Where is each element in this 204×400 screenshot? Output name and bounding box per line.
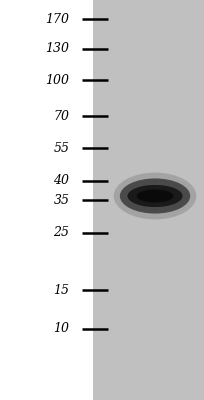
- Text: 35: 35: [53, 194, 69, 206]
- Text: 70: 70: [53, 110, 69, 122]
- Ellipse shape: [120, 178, 190, 214]
- Text: 55: 55: [53, 142, 69, 154]
- Bar: [0, 0, 93, 400]
- Text: 130: 130: [45, 42, 69, 55]
- Ellipse shape: [114, 173, 196, 219]
- Ellipse shape: [137, 190, 173, 202]
- Text: 100: 100: [45, 74, 69, 86]
- Ellipse shape: [128, 185, 183, 207]
- Text: 25: 25: [53, 226, 69, 239]
- Text: 40: 40: [53, 174, 69, 187]
- Text: 15: 15: [53, 284, 69, 296]
- Text: 170: 170: [45, 13, 69, 26]
- Text: 10: 10: [53, 322, 69, 335]
